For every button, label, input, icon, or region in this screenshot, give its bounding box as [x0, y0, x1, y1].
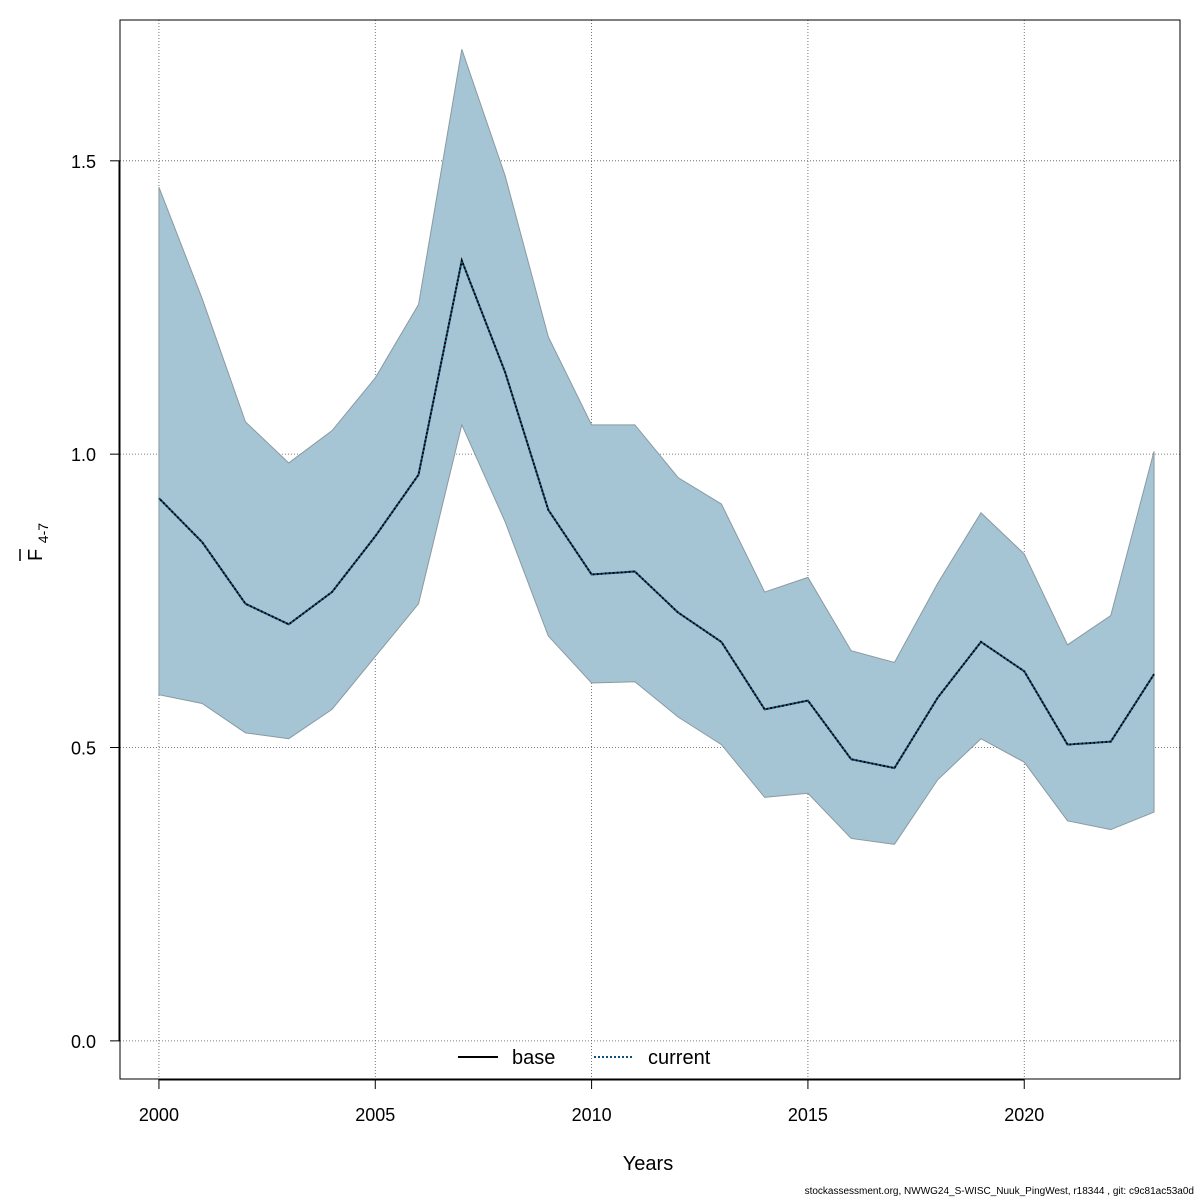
y-tick-label: 0.0 — [71, 1032, 96, 1052]
legend-base-label: base — [512, 1047, 555, 1069]
legend: base current — [458, 1047, 711, 1069]
axes: 2000 2005 2010 2015 2020 0.0 0.5 1.0 1.5 — [71, 152, 1044, 1125]
x-tick-label: 2010 — [572, 1105, 612, 1125]
x-tick-label: 2020 — [1004, 1105, 1044, 1125]
x-axis-title: Years — [623, 1153, 673, 1175]
footer-credit: stockassessment.org, NWWG24_S-WISC_Nuuk_… — [804, 1186, 1194, 1197]
y-tick-label: 1.5 — [71, 152, 96, 172]
series-line-base-overlay — [158, 257, 1155, 770]
series-line-current — [158, 257, 1155, 770]
y-axis-title-subscript: 4-7 — [35, 523, 51, 543]
confidence-band — [158, 49, 1155, 845]
x-tick-label: 2005 — [355, 1105, 395, 1125]
x-tick-label: 2015 — [788, 1105, 828, 1125]
y-axis-title-letter: F — [25, 549, 47, 561]
confidence-band-layer — [158, 49, 1155, 845]
y-tick-label: 1.0 — [71, 445, 96, 465]
y-tick-label: 0.5 — [71, 739, 96, 759]
legend-current-label: current — [648, 1047, 711, 1069]
grid-lines — [120, 20, 1180, 1079]
y-axis-title: F 4-7 — [19, 523, 51, 561]
y-axis-title-main: F 4-7 — [25, 523, 51, 561]
series-layer — [158, 257, 1155, 770]
plot-frame — [119, 19, 1181, 1080]
x-tick-label: 2000 — [139, 1105, 179, 1125]
